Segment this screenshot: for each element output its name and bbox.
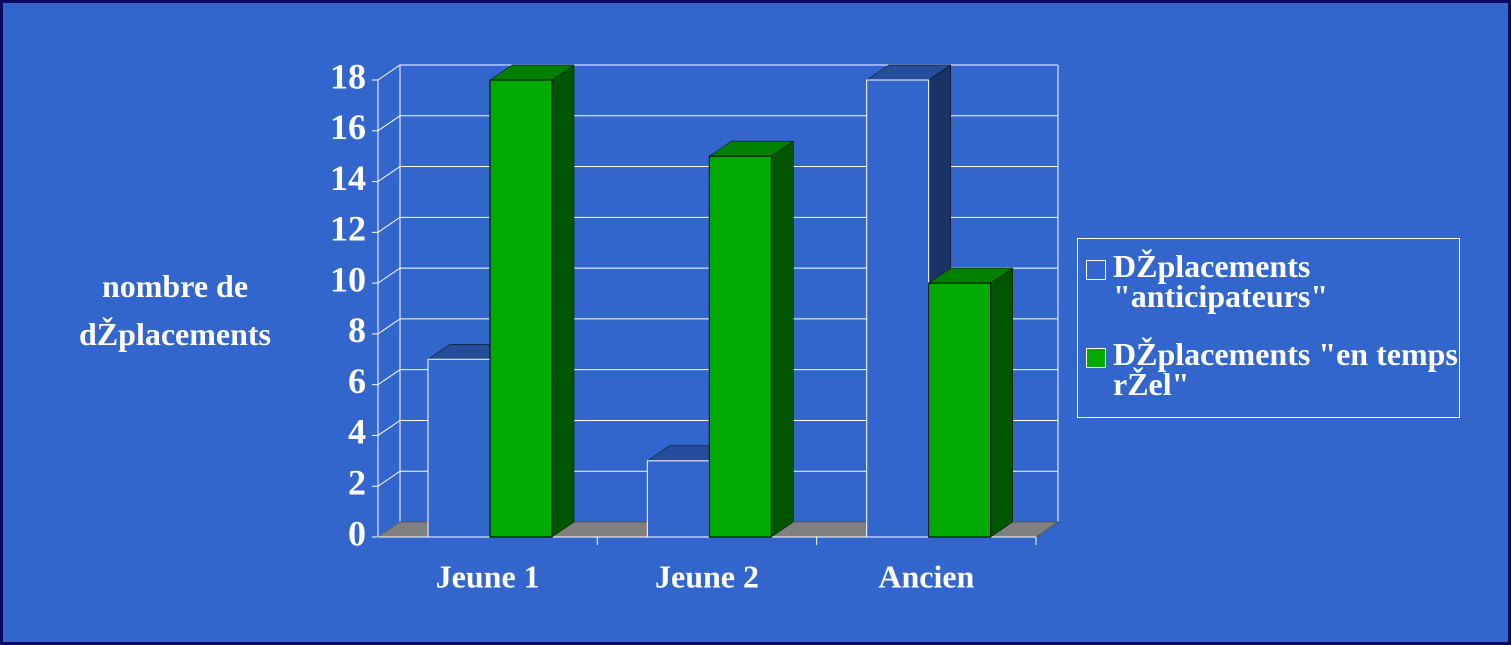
- y-tick-label: 10: [330, 259, 366, 299]
- legend: DŽplacements "anticipateurs" DŽplacements…: [1077, 238, 1460, 418]
- y-tick-label: 18: [330, 56, 366, 96]
- y-tick-label: 8: [348, 310, 366, 350]
- bar: [866, 79, 930, 538]
- grid-line: [377, 115, 1058, 132]
- grid-line: [377, 419, 1058, 436]
- grid-line: [377, 470, 1058, 487]
- bar: [489, 79, 553, 538]
- grid-line: [377, 267, 1058, 284]
- grid-line: [377, 216, 1058, 233]
- y-tick-label: 6: [348, 361, 366, 401]
- bar: [928, 282, 992, 538]
- bar: [708, 155, 772, 538]
- y-tick-label: 2: [348, 462, 366, 502]
- x-tick-label: Jeune 1: [436, 558, 540, 594]
- legend-entry: DŽplacements "en temps rŽel": [1086, 336, 1458, 402]
- legend-swatch: [1086, 260, 1106, 280]
- legend-label: DŽplacements "en temps rŽel": [1113, 336, 1458, 402]
- grid-line: [377, 64, 1058, 81]
- grid-line: [377, 166, 1058, 182]
- bar-side: [551, 64, 575, 538]
- legend-label: DŽplacements "anticipateurs": [1113, 248, 1329, 314]
- x-tick-label: Jeune 2: [655, 558, 759, 594]
- bar-side: [771, 140, 794, 538]
- legend-swatch: [1086, 348, 1106, 368]
- x-tick-label: Ancien: [878, 558, 974, 594]
- y-tick-label: 4: [348, 412, 366, 452]
- legend-entry: DŽplacements "anticipateurs": [1086, 248, 1458, 314]
- grid-line: [377, 318, 1058, 335]
- y-tick-label: 0: [348, 513, 366, 553]
- bar: [646, 460, 710, 538]
- y-axis-label: nombre de dŽplacements: [79, 268, 271, 352]
- y-tick-label: 16: [330, 107, 366, 147]
- y-tick-label: 14: [330, 158, 366, 198]
- grid-line: [377, 369, 1058, 386]
- bar-side: [990, 267, 1013, 538]
- y-tick-label: 12: [330, 209, 366, 249]
- bar: [427, 358, 491, 538]
